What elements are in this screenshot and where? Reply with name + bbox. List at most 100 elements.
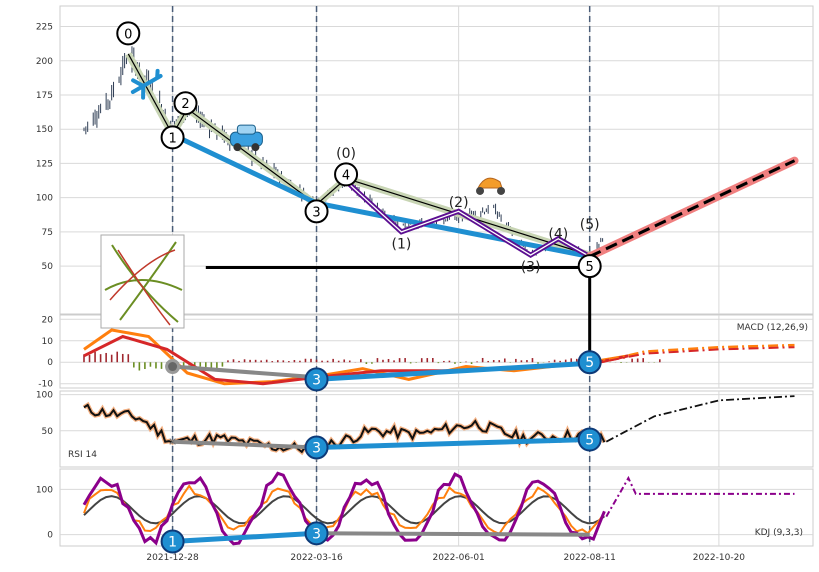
macd-wave-label-5: 5 bbox=[585, 355, 594, 371]
macd-label: MACD (12,26,9) bbox=[737, 323, 808, 333]
macd-histogram-bar bbox=[133, 362, 135, 367]
macd-histogram-bar bbox=[105, 353, 107, 362]
rsi-wave-label-3: 3 bbox=[312, 440, 321, 456]
macd-histogram-bar bbox=[244, 359, 246, 362]
macd-histogram-bar bbox=[371, 362, 373, 364]
x-tick-label: 2022-10-20 bbox=[693, 553, 746, 563]
macd-histogram-bar bbox=[299, 361, 301, 363]
macd-histogram-bar bbox=[515, 359, 517, 362]
rsi-tick-label: 50 bbox=[42, 427, 54, 437]
kdj-tick-label: 0 bbox=[47, 531, 53, 541]
macd-histogram-bar bbox=[526, 360, 528, 362]
macd-histogram-bar bbox=[227, 360, 229, 362]
macd-histogram-bar bbox=[199, 362, 201, 366]
macd-histogram-bar bbox=[554, 360, 556, 363]
macd-histogram-bar bbox=[150, 362, 152, 366]
price-tick-label: 100 bbox=[36, 194, 53, 204]
wave-label-paren-5: (5) bbox=[580, 217, 600, 233]
price-tick-label: 175 bbox=[36, 91, 53, 101]
macd-histogram-bar bbox=[127, 354, 129, 362]
car-wheel bbox=[251, 143, 259, 151]
macd-histogram-bar bbox=[631, 359, 633, 363]
macd-histogram-bar bbox=[89, 355, 91, 362]
macd-histogram-bar bbox=[271, 361, 273, 362]
macd-tick-label: 20 bbox=[42, 315, 54, 325]
macd-histogram-bar bbox=[144, 362, 146, 369]
macd-histogram-bar bbox=[432, 358, 434, 362]
macd-histogram-bar bbox=[565, 360, 567, 363]
macd-histogram-bar bbox=[111, 355, 113, 363]
macd-histogram-bar bbox=[399, 358, 401, 362]
wave-label-4: 4 bbox=[342, 168, 350, 183]
macd-histogram-bar bbox=[233, 359, 235, 362]
macd-histogram-bar bbox=[559, 361, 561, 362]
macd-histogram-bar bbox=[360, 359, 362, 362]
rsi-tick-label: 100 bbox=[36, 391, 53, 401]
macd-histogram-bar bbox=[548, 361, 550, 362]
macd-histogram-bar bbox=[537, 362, 539, 364]
wave-label-1: 1 bbox=[168, 131, 176, 146]
macd-tick-label: 10 bbox=[42, 337, 54, 347]
macd-histogram-bar bbox=[421, 358, 423, 362]
macd-histogram-bar bbox=[222, 362, 224, 366]
macd-histogram-bar bbox=[161, 362, 163, 369]
macd-histogram-bar bbox=[532, 358, 534, 362]
macd-histogram-bar bbox=[366, 362, 368, 364]
macd-histogram-bar bbox=[343, 359, 345, 362]
macd-tick-label: 0 bbox=[47, 358, 53, 368]
macd-histogram-bar bbox=[349, 361, 351, 363]
macd-histogram-bar bbox=[382, 360, 384, 362]
macd-histogram-bar bbox=[116, 352, 118, 363]
macd-histogram-bar bbox=[321, 361, 323, 363]
macd-histogram-bar bbox=[255, 360, 257, 362]
macd-histogram-bar bbox=[294, 360, 296, 362]
macd-histogram-bar bbox=[454, 362, 456, 364]
macd-histogram-bar bbox=[260, 360, 262, 362]
macd-histogram-bar bbox=[493, 360, 495, 362]
x-tick-label: 2022-06-01 bbox=[432, 553, 484, 563]
macd-histogram-bar bbox=[642, 358, 644, 362]
macd-histogram-bar bbox=[460, 362, 462, 363]
macd-histogram-bar bbox=[620, 362, 622, 363]
wave-label-0: 0 bbox=[124, 27, 132, 42]
rsi-cross-marker: ✕ bbox=[168, 436, 177, 449]
inset-thumbnail bbox=[101, 235, 184, 328]
price-tick-label: 50 bbox=[42, 262, 54, 272]
macd-histogram-bar bbox=[443, 361, 445, 362]
macd-histogram-bar bbox=[487, 361, 489, 362]
macd-marker bbox=[167, 361, 179, 373]
macd-histogram-bar bbox=[288, 361, 290, 362]
macd-histogram-bar bbox=[482, 358, 484, 362]
wave-label-paren-3: (3) bbox=[521, 260, 541, 276]
macd-histogram-bar bbox=[155, 362, 157, 368]
macd-histogram-bar bbox=[122, 354, 124, 362]
macd-histogram-bar bbox=[570, 358, 572, 362]
macd-histogram-bar bbox=[449, 361, 451, 363]
wave-label-2: 2 bbox=[181, 97, 189, 112]
macd-wave-label-3: 3 bbox=[312, 372, 321, 388]
macd-histogram-bar bbox=[426, 358, 428, 362]
macd-histogram-bar bbox=[393, 360, 395, 362]
macd-histogram-bar bbox=[94, 352, 96, 362]
rsi-label: RSI 14 bbox=[68, 450, 97, 460]
wave-label-paren-4: (4) bbox=[548, 227, 568, 243]
macd-tick-label: -10 bbox=[38, 380, 53, 390]
price-tick-label: 75 bbox=[42, 228, 53, 238]
x-tick-label: 2021-12-28 bbox=[146, 553, 199, 563]
price-tick-label: 200 bbox=[36, 57, 53, 67]
macd-histogram-bar bbox=[266, 360, 268, 363]
wave-label-3: 3 bbox=[312, 205, 320, 220]
macd-histogram-bar bbox=[249, 360, 251, 362]
wave-label-paren-1: (1) bbox=[392, 236, 412, 252]
wave-label-paren-0: (0) bbox=[336, 146, 356, 162]
macd-histogram-bar bbox=[377, 358, 379, 362]
macd-histogram-bar bbox=[471, 362, 473, 364]
kdj-wave-label-1: 1 bbox=[168, 534, 177, 550]
scooter-wheel bbox=[497, 187, 505, 195]
kdj-wave-label-3: 3 bbox=[312, 526, 321, 542]
wave-label-paren-2: (2) bbox=[449, 195, 469, 211]
kdj-tick-label: 100 bbox=[36, 485, 53, 495]
price-tick-label: 150 bbox=[36, 125, 53, 135]
macd-histogram-bar bbox=[238, 361, 240, 362]
